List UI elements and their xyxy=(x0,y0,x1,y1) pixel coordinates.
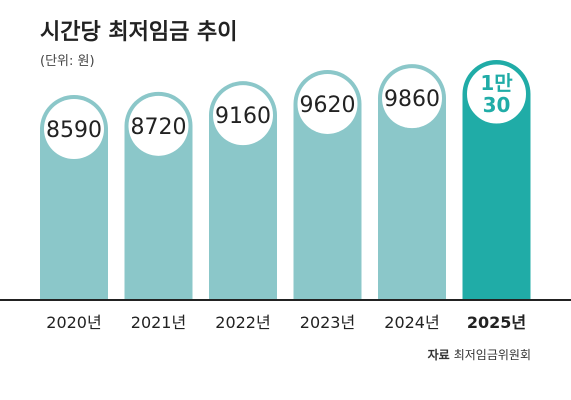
x-tick-label-2021년: 2021년 xyxy=(131,313,186,332)
source-label: 자료 xyxy=(427,348,450,362)
value-bubble-2020년 xyxy=(44,99,104,159)
x-tick-label-2024년: 2024년 xyxy=(384,313,439,332)
chart-title: 시간당 최저임금 추이 xyxy=(40,20,238,45)
x-tick-label-2022년: 2022년 xyxy=(215,313,270,332)
value-label-2025년: 1만 30 xyxy=(480,71,513,117)
x-tick-label-2023년: 2023년 xyxy=(300,313,355,332)
value-bubble-2021년 xyxy=(128,95,189,156)
source-text: 최저임금위원회 xyxy=(453,348,531,362)
value-label-2022년: 9160 xyxy=(215,104,271,129)
value-label-2023년: 9620 xyxy=(300,93,356,118)
source-note: 자료 최저임금위원회 xyxy=(428,346,531,363)
x-tick-label-2020년: 2020년 xyxy=(46,313,101,332)
value-bubble-2025년 xyxy=(464,61,529,127)
value-label-2024년: 9860 xyxy=(384,87,440,112)
value-bubble-2023년 xyxy=(297,73,358,134)
value-label-2021년: 8720 xyxy=(131,115,187,140)
value-bubble-2024년 xyxy=(382,68,442,129)
value-label-2020년: 8590 xyxy=(46,118,102,143)
x-tick-label-2025년: 2025년 xyxy=(467,313,526,332)
bar-2024년 xyxy=(378,64,446,300)
value-bubble-2022년 xyxy=(213,85,273,146)
unit-label: (단위: 원) xyxy=(40,54,95,69)
